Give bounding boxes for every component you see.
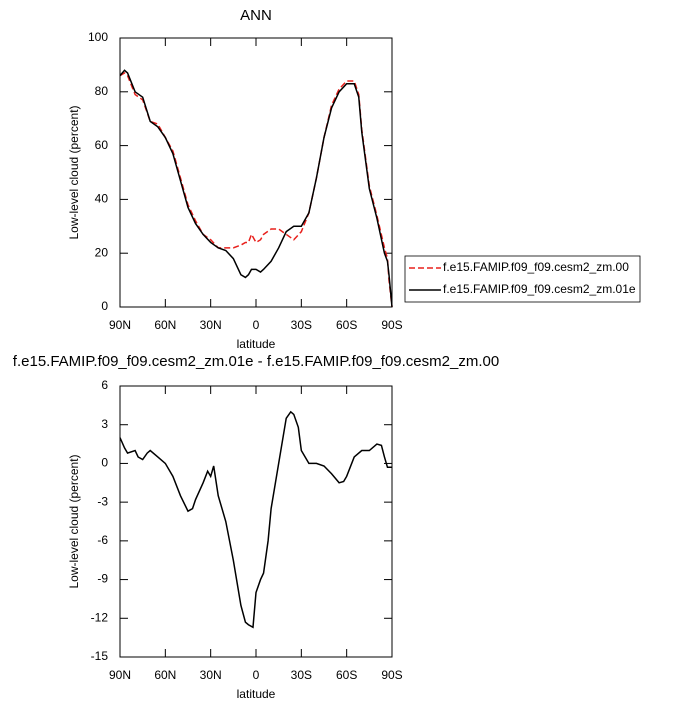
chart-title: f.e15.FAMIP.f09_f09.cesm2_zm.01e - f.e15… <box>13 353 499 370</box>
y-tick-label: -6 <box>97 533 108 547</box>
legend-label: f.e15.FAMIP.f09_f09.cesm2_zm.00 <box>443 260 629 274</box>
x-tick-label: 60N <box>154 668 176 682</box>
x-axis-label: latitude <box>237 687 276 701</box>
y-tick-label: 100 <box>88 30 108 44</box>
x-tick-label: 30S <box>291 668 312 682</box>
y-tick-label: -3 <box>97 494 108 508</box>
y-tick-label: 3 <box>101 417 108 431</box>
x-tick-label: 0 <box>253 318 260 332</box>
y-tick-label: 40 <box>95 192 109 206</box>
y-tick-label: 0 <box>101 456 108 470</box>
y-tick-label: 20 <box>95 245 109 259</box>
x-tick-label: 90S <box>381 668 402 682</box>
y-tick-label: 0 <box>101 299 108 313</box>
data-line <box>119 410 392 629</box>
y-axis-label: Low-level cloud (percent) <box>67 105 81 239</box>
x-tick-label: 90S <box>381 318 402 332</box>
plot-frame <box>119 37 393 308</box>
y-tick-label: -9 <box>97 572 108 586</box>
y-tick-label: 60 <box>95 138 109 152</box>
data-line <box>119 69 393 308</box>
x-tick-label: 30N <box>200 318 222 332</box>
y-axis-label: Low-level cloud (percent) <box>67 454 81 588</box>
x-tick-label: 30S <box>291 318 312 332</box>
y-tick-label: 6 <box>101 378 108 392</box>
x-tick-label: 60S <box>336 668 357 682</box>
chart-title: ANN <box>240 7 272 24</box>
x-tick-label: 60N <box>154 318 176 332</box>
y-tick-label: 80 <box>95 84 109 98</box>
legend-label: f.e15.FAMIP.f09_f09.cesm2_zm.01e <box>443 282 636 296</box>
x-tick-label: 0 <box>253 668 260 682</box>
x-tick-label: 60S <box>336 318 357 332</box>
y-tick-label: -12 <box>91 610 109 624</box>
x-axis-label: latitude <box>237 337 276 351</box>
plot-frame <box>119 385 393 658</box>
legend-box <box>404 255 641 303</box>
x-tick-label: 30N <box>200 668 222 682</box>
y-tick-label: -15 <box>91 649 109 663</box>
x-tick-label: 90N <box>109 668 131 682</box>
data-line <box>119 72 393 308</box>
x-tick-label: 90N <box>109 318 131 332</box>
